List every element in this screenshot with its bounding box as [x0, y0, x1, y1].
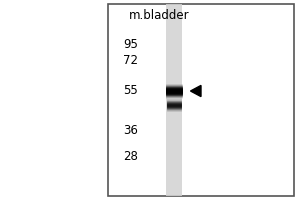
Text: m.bladder: m.bladder: [129, 9, 189, 22]
Bar: [108, 4, 294, 196]
Bar: [166, 4, 182, 196]
Text: 28: 28: [123, 150, 138, 162]
Text: 36: 36: [123, 123, 138, 136]
Polygon shape: [190, 85, 201, 97]
Text: 55: 55: [123, 84, 138, 97]
Text: 95: 95: [123, 38, 138, 50]
Text: 72: 72: [123, 53, 138, 66]
